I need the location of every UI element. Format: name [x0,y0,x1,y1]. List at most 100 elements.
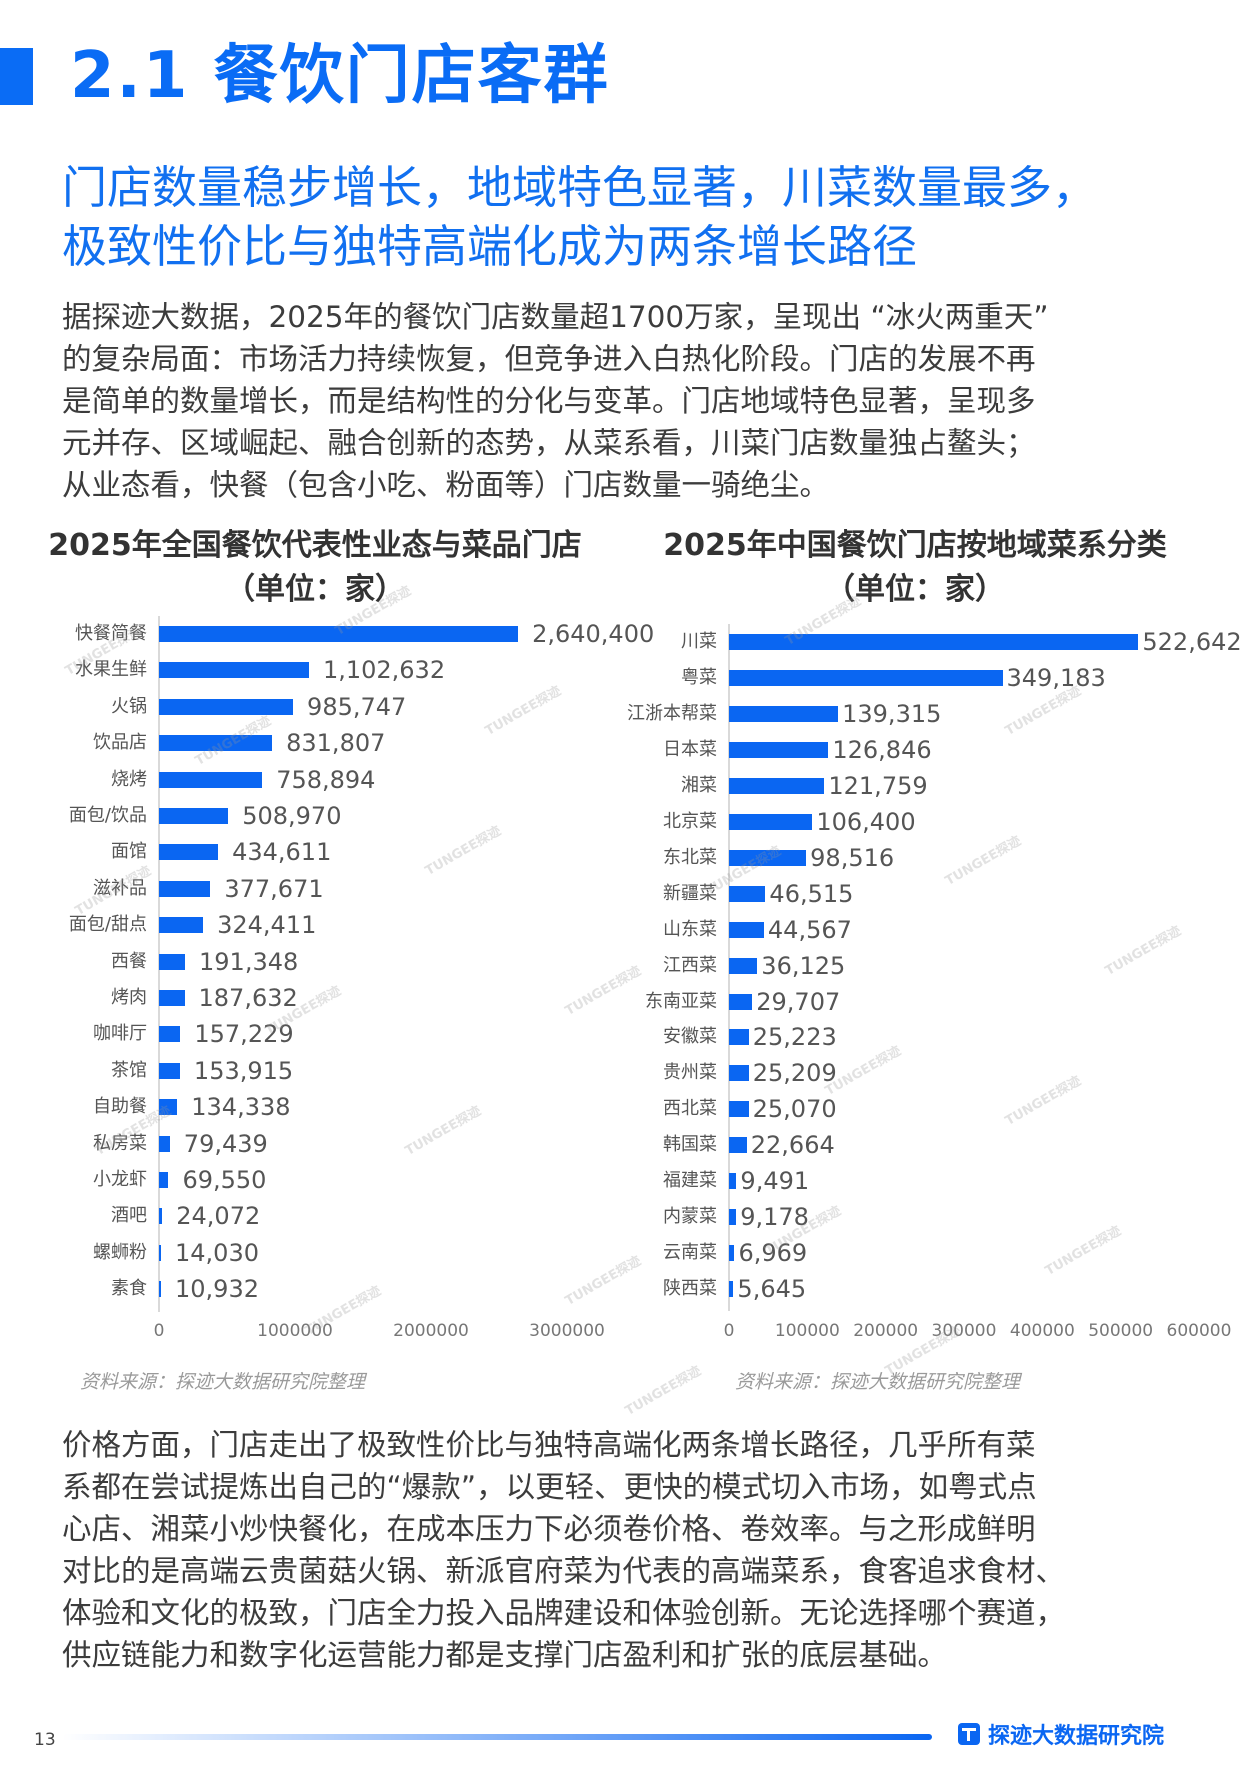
bar [159,1208,163,1225]
x-tick-label: 0 [723,1321,735,1341]
value-label: 29,707 [756,987,841,1016]
category-label: 福建菜 [663,1170,717,1192]
bar [729,1065,749,1082]
value-label: 79,439 [183,1129,268,1158]
value-label: 69,550 [182,1166,267,1194]
bar [159,917,204,934]
category-label: 面馆 [111,841,147,863]
chart-2-source: 资料来源：探迹大数据研究院整理 [735,1371,1021,1393]
chart-1-unit: （单位：家） [225,572,405,607]
value-label: 25,070 [752,1095,837,1124]
category-label: 安徽菜 [663,1026,717,1048]
bar [729,921,764,938]
category-label: 西餐 [111,950,147,972]
bar [159,808,229,824]
value-label: 106,400 [816,807,916,836]
page-number: 13 [34,1730,56,1750]
value-label: 22,664 [750,1131,835,1160]
bar [159,662,309,679]
value-label: 2,640,400 [532,620,655,648]
closing-line: 心店、湘菜小炒快餐化，在成本压力下必须卷价格、卷效率。与之形成鲜明 [62,1512,1036,1546]
value-label: 98,516 [810,843,895,872]
value-label: 25,223 [752,1023,837,1052]
category-label: 自助餐 [93,1096,147,1118]
headline-line-2: 极致性价比与独特高端化成为两条增长路径 [62,220,918,273]
value-label: 1,102,632 [322,656,446,685]
bar [729,885,766,902]
bar [159,953,186,970]
value-label: 14,030 [175,1238,259,1267]
headline-line-1: 门店数量稳步增长，地域特色显著，川菜数量最多， [62,161,1098,214]
category-label: 东北菜 [663,846,717,868]
bar [729,849,807,866]
bar [159,1099,178,1116]
bar [729,669,1003,686]
category-label: 快餐简餐 [75,623,147,644]
intro-paragraph: 据探迹大数据，2025年的餐饮门店数量超1700万家，呈现出 “冰火两重天” 的… [62,296,1182,506]
bar [729,993,753,1010]
value-label: 191,348 [199,947,299,976]
value-label: 25,209 [752,1059,837,1088]
value-label: 9,491 [740,1167,810,1196]
brand-name: 探迹大数据研究院 [988,1724,1165,1749]
category-label: 贵州菜 [663,1062,717,1084]
category-label: 咖啡厅 [93,1023,147,1045]
x-tick-label: 500000 [1088,1321,1154,1341]
bar [159,771,263,788]
x-tick-label: 200000 [853,1321,919,1341]
value-label: 324,411 [217,911,317,940]
category-label: 川菜 [681,631,717,652]
value-label: 187,632 [198,984,298,1012]
category-label: 素食 [111,1278,147,1300]
category-label: 东南亚菜 [645,990,717,1012]
value-label: 24,072 [176,1202,261,1231]
bar [729,1209,737,1226]
value-label: 46,515 [769,879,854,908]
bar [729,634,1139,650]
category-label: 云南菜 [663,1242,717,1264]
chart-2-title: 2025年中国餐饮门店按地域菜系分类 [663,528,1167,563]
x-tick-label: 2000000 [393,1321,469,1341]
category-label: 新疆菜 [663,882,717,904]
value-label: 139,315 [842,699,942,728]
bar [729,957,758,974]
value-label: 44,567 [767,915,852,944]
bar [159,1172,169,1188]
category-label: 酒吧 [111,1205,147,1227]
chart-1-plot: 快餐简餐 2,640,400 水果生鲜 1,102,632 火锅 985,747 饮品店 83… [0,0,654,1400]
intro-line: 的复杂局面：市场活力持续恢复，但竞争进入白热化阶段。门店的发展不再 [62,342,1036,376]
bar [159,698,294,715]
bar [729,1101,749,1118]
bar [159,880,211,897]
chart-1-source: 资料来源：探迹大数据研究院整理 [80,1371,366,1393]
bar [159,626,519,642]
bar [159,844,219,861]
category-label: 烧烤 [111,768,147,790]
category-label: 粤菜 [681,666,717,688]
x-tick-label: 600000 [1166,1321,1232,1341]
bar [159,1062,180,1079]
category-label: 日本菜 [663,738,717,760]
category-label: 滋补品 [93,877,147,899]
value-label: 985,747 [307,692,407,721]
category-label: 韩国菜 [663,1134,717,1156]
category-label: 私房菜 [93,1132,147,1154]
value-label: 522,642 [1142,628,1241,656]
category-label: 江西菜 [663,954,717,976]
bar [159,990,185,1006]
value-label: 121,759 [828,771,928,800]
closing-line: 供应链能力和数字化运营能力都是支撑门店盈利和扩张的底层基础。 [62,1638,948,1672]
bar [729,1245,735,1262]
value-label: 831,807 [286,729,386,758]
category-label: 江浙本帮菜 [627,702,717,724]
value-label: 758,894 [276,765,376,794]
section-marker [0,48,33,105]
category-label: 水果生鲜 [75,659,147,681]
category-label: 小龙虾 [93,1169,147,1190]
value-label: 134,338 [191,1093,291,1122]
value-label: 10,932 [175,1275,259,1304]
section-title: 2.1 餐饮门店客群 [70,39,610,113]
category-label: 湘菜 [681,774,717,796]
category-label: 内蒙菜 [663,1206,717,1228]
category-label: 茶馆 [111,1059,147,1081]
